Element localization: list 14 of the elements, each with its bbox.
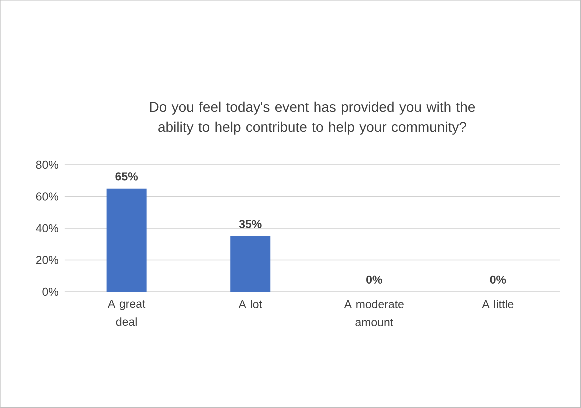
y-tick-label: 80% (36, 160, 58, 170)
data-label: 0% (490, 276, 506, 284)
y-tick-label: 20% (36, 256, 58, 264)
data-label: 0% (366, 276, 382, 284)
x-tick-label: A moderate amount (344, 300, 404, 327)
x-tick-label: A great deal (108, 300, 146, 326)
x-tick-label: A lot (238, 300, 262, 309)
data-label: 65% (116, 172, 138, 181)
chart-title: Do you feel today's event has provided you with the ability to help contribute to help your community? (150, 102, 476, 135)
y-tick-label: 40% (36, 224, 58, 233)
y-tick-label: 60% (36, 192, 58, 201)
x-tick-label: A little (482, 300, 514, 309)
data-label: 35% (239, 220, 262, 228)
y-tick-label: 0% (42, 288, 58, 296)
